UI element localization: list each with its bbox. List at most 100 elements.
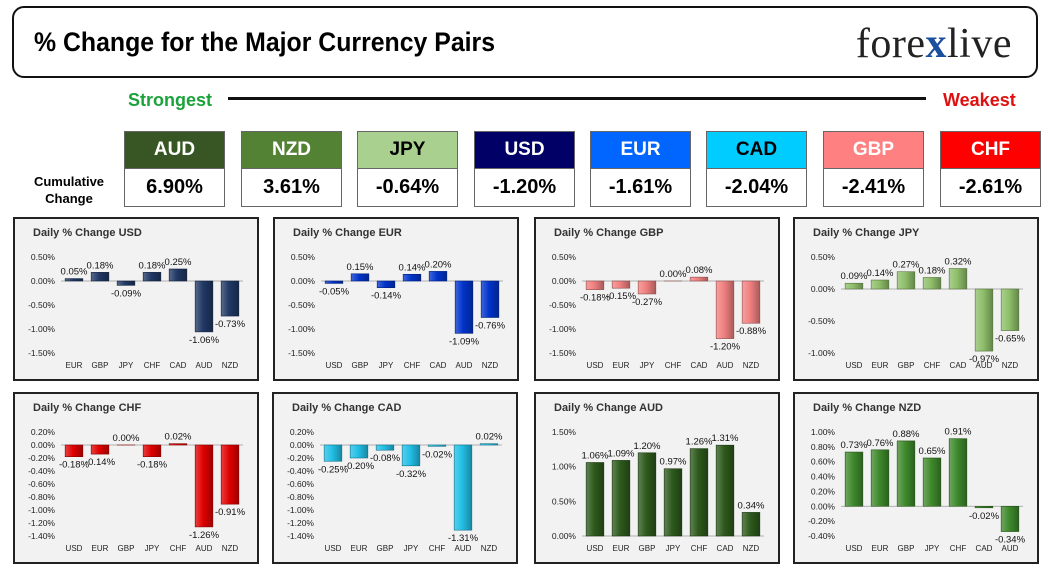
x-category-label: NZD: [482, 361, 499, 370]
bar-jpy: [637, 280, 657, 295]
currency-column-gbp: GBP -2.41%: [823, 131, 924, 207]
x-category-label: EUR: [92, 544, 109, 553]
currency-code-aud: AUD: [124, 131, 225, 169]
x-category-label: CAD: [717, 544, 734, 553]
y-tick-label: 1.00%: [811, 427, 836, 437]
x-category-label: USD: [846, 361, 863, 370]
x-category-label: NZD: [743, 361, 760, 370]
data-label: -0.91%: [215, 507, 246, 518]
chart-title: Daily % Change CHF: [33, 402, 141, 414]
data-label: -0.14%: [85, 457, 116, 468]
x-category-label: JPY: [145, 544, 160, 553]
y-tick-label: -0.40%: [28, 466, 55, 476]
y-tick-label: 0.00%: [811, 284, 836, 294]
bar-gbp: [896, 271, 916, 290]
data-label: -1.20%: [710, 342, 741, 353]
chart-svg: Daily % Change EUR 0.50% 0.00% -0.50% -1.00%…: [288, 227, 506, 370]
logo-text-left: fore: [855, 21, 926, 67]
y-tick-label: -1.00%: [28, 324, 55, 334]
x-category-label: EUR: [613, 544, 630, 553]
x-category-label: NZD: [222, 361, 239, 370]
x-category-label: CHF: [924, 361, 941, 370]
chart-title: Daily % Change CAD: [292, 402, 401, 414]
data-label: 0.02%: [476, 432, 503, 443]
y-tick-label: 0.00%: [811, 501, 836, 511]
x-category-label: AUD: [196, 361, 213, 370]
bar-usd: [64, 444, 84, 457]
bar-cad: [715, 444, 735, 537]
bar-eur: [90, 444, 110, 455]
y-tick-label: -1.20%: [28, 518, 55, 528]
bar-usd: [844, 451, 864, 507]
weakest-label: Weakest: [943, 90, 1016, 110]
x-category-label: GBP: [118, 544, 135, 553]
y-tick-label: 0.00%: [31, 440, 56, 450]
bar-cad: [974, 505, 994, 509]
bar-aud: [194, 444, 214, 528]
data-label: 0.15%: [347, 262, 374, 273]
y-tick-label: 0.00%: [552, 276, 577, 286]
logo-x-mark: x: [925, 21, 948, 67]
x-category-label: EUR: [872, 544, 889, 553]
cumulative-change-label: Cumulative Change: [22, 173, 116, 207]
y-tick-label: -0.80%: [28, 492, 55, 502]
cumulative-value-jpy: -0.64%: [357, 169, 458, 207]
y-tick-label: 0.00%: [552, 531, 577, 541]
currency-code-eur: EUR: [590, 131, 691, 169]
y-tick-label: 0.20%: [290, 427, 315, 437]
x-category-label: AUD: [1002, 544, 1019, 553]
chart-svg: Daily % Change CHF 0.20% 0.00% -0.20% -0.40%…: [28, 402, 246, 553]
bar-eur: [611, 460, 631, 537]
x-category-label: GBP: [898, 361, 915, 370]
y-tick-label: -1.40%: [28, 531, 55, 541]
x-category-label: CHF: [691, 544, 708, 553]
y-tick-label: -0.20%: [28, 453, 55, 463]
bar-nzd: [741, 512, 761, 537]
bar-gbp: [896, 440, 916, 507]
bar-aud: [194, 280, 214, 333]
bar-chf: [922, 277, 942, 290]
y-tick-label: 0.60%: [811, 457, 836, 467]
currency-column-eur: EUR -1.61%: [590, 131, 691, 207]
chart-panel-eur: Daily % Change EUR 0.50% 0.00% -0.50% -1.00%…: [273, 217, 519, 381]
data-label: 0.88%: [893, 429, 920, 440]
chart-panel-nzd: Daily % Change NZD 1.00% 0.80% 0.60% 0.40% 0.…: [793, 392, 1039, 564]
x-category-label: GBP: [639, 544, 656, 553]
x-category-label: GBP: [92, 361, 109, 370]
x-category-label: JPY: [119, 361, 134, 370]
y-tick-label: -1.40%: [287, 531, 314, 541]
x-category-label: AUD: [455, 544, 472, 553]
data-label: -0.15%: [606, 291, 637, 302]
header-box: % Change for the Major Currency Pairs fo…: [12, 6, 1038, 78]
x-category-label: GBP: [352, 361, 369, 370]
x-category-label: CAD: [170, 361, 187, 370]
bar-jpy: [142, 444, 162, 457]
data-label: -0.02%: [969, 511, 1000, 522]
chart-svg: Daily % Change CAD 0.20% 0.00% -0.20% -0.40%…: [287, 402, 503, 553]
cumulative-value-gbp: -2.41%: [823, 169, 924, 207]
currency-column-aud: AUD 6.90%: [124, 131, 225, 207]
strength-scale-line: [228, 97, 926, 100]
bar-chf: [402, 273, 422, 282]
data-label: -0.18%: [59, 460, 90, 471]
cumulative-value-nzd: 3.61%: [241, 169, 342, 207]
x-category-label: CHF: [665, 361, 682, 370]
currency-column-usd: USD -1.20%: [474, 131, 575, 207]
x-category-label: USD: [325, 544, 342, 553]
data-label: 0.27%: [893, 260, 920, 271]
bar-chf: [142, 272, 162, 282]
x-category-label: CHF: [144, 361, 161, 370]
x-category-label: USD: [846, 544, 863, 553]
chart-svg: Daily % Change USD 0.50% 0.00% -0.50% -1.00%…: [28, 227, 246, 370]
y-tick-label: 0.50%: [291, 252, 316, 262]
currency-code-cad: CAD: [706, 131, 807, 169]
bar-nzd: [1000, 288, 1020, 331]
x-category-label: AUD: [976, 361, 993, 370]
y-tick-label: -1.50%: [288, 348, 315, 358]
bar-cad: [948, 268, 968, 290]
y-tick-label: -0.60%: [287, 479, 314, 489]
data-label: 0.18%: [919, 265, 946, 276]
x-category-label: AUD: [196, 544, 213, 553]
y-tick-label: -1.00%: [287, 505, 314, 515]
bar-chf: [689, 448, 709, 537]
